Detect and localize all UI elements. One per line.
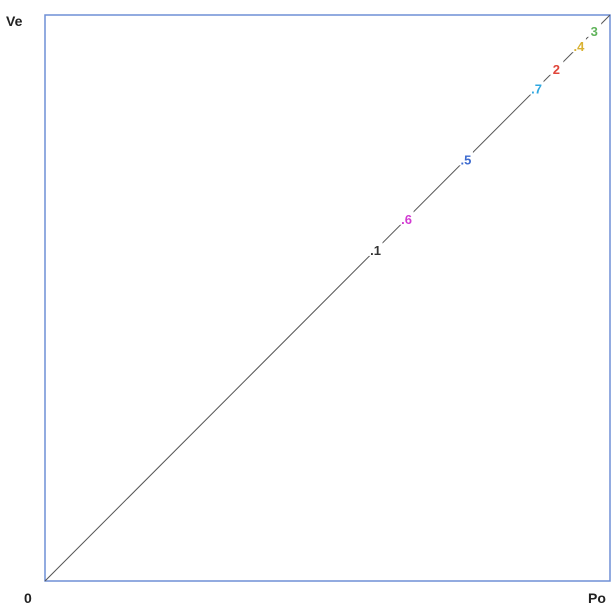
point-label-bg <box>399 210 414 225</box>
point-label: .5 <box>461 152 472 167</box>
point-label-bg <box>571 38 586 53</box>
point-label-bg <box>368 241 383 256</box>
origin-label: 0 <box>24 590 32 606</box>
point-label-bg <box>458 151 473 166</box>
point-label: .4 <box>574 39 586 54</box>
point-labels: .1 .6 .5 .7 2 .4 3 <box>368 22 602 258</box>
point-label: .6 <box>401 212 412 227</box>
point-label: .7 <box>531 82 542 97</box>
point-label: 2 <box>553 62 560 77</box>
y-axis-label: Ve <box>6 13 23 29</box>
point-label-bg <box>529 80 544 95</box>
diagonal-line <box>44 14 611 582</box>
point-label-bg <box>587 22 602 37</box>
point-label-bg <box>549 60 564 75</box>
x-axis-label: Po <box>588 590 606 606</box>
point-label: .1 <box>370 243 381 258</box>
plot-frame <box>44 14 611 582</box>
point-label: 3 <box>591 24 598 39</box>
